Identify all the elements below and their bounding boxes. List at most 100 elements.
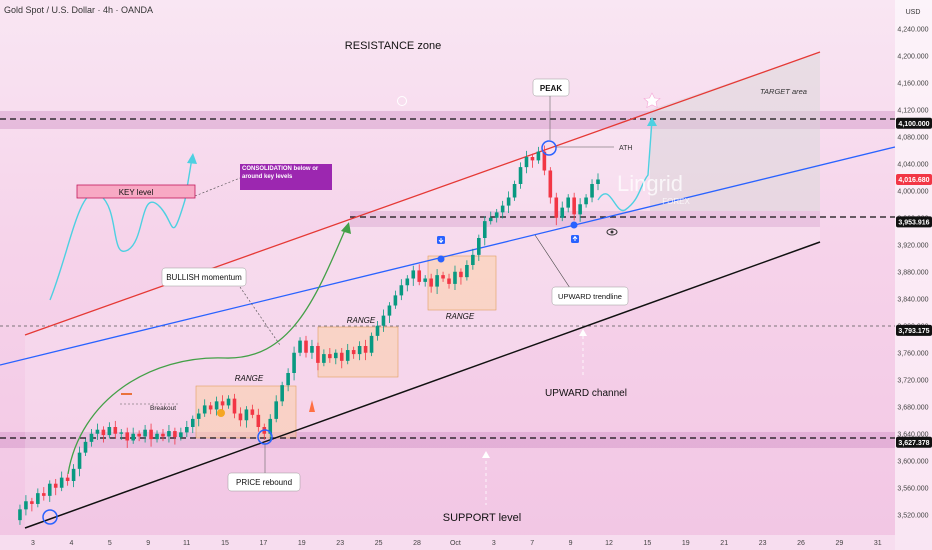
consolidation-wrapper: CONSOLIDATION below or around key levels: [242, 166, 318, 180]
time-axis-ticks: 3 4 5 9 11 15 17 19 23 25 28 Oct 3 7 9 12 15 19 21 23 26 29 31: [31, 540, 882, 547]
candle-body: [83, 441, 88, 453]
candle-body: [131, 433, 135, 441]
candle-body: [530, 157, 535, 161]
candle-body: [137, 433, 141, 437]
target-area-fill: [650, 52, 820, 211]
candle-body: [89, 433, 94, 442]
candle-body: [286, 373, 290, 386]
candle-body: [268, 418, 273, 434]
price-tag-box: [896, 173, 932, 185]
time-tick-label: 11: [183, 540, 190, 547]
resistance-zone-band: [0, 111, 895, 129]
candle-body: [453, 271, 457, 284]
price-tick-label: 4,000.000: [897, 188, 928, 195]
price-tick-label: 4,080.000: [897, 134, 928, 141]
candle-body: [536, 151, 541, 161]
candle-body: [185, 427, 189, 433]
chart-title: Gold Spot / U.S. Dollar · 4h · OANDA: [4, 5, 153, 15]
time-tick-label: 25: [375, 540, 383, 547]
time-tick-label: 9: [146, 540, 150, 547]
candle-body: [167, 431, 171, 437]
candle-body: [310, 346, 314, 353]
watermark-brand: Lingrid: [617, 171, 683, 196]
candle-body: [375, 325, 380, 336]
price-tag-box: [896, 436, 932, 448]
candle-body: [47, 483, 52, 496]
candle-body: [417, 270, 422, 282]
candle-body: [554, 197, 559, 218]
time-tick-label: 3: [492, 540, 496, 547]
candle-body: [441, 275, 445, 279]
candle-body: [161, 433, 165, 437]
price-tick-label: 3,760.000: [897, 350, 928, 357]
ath-label: ATH: [619, 145, 632, 152]
candle-body: [71, 468, 76, 481]
price-tick-label: 3,640.000: [897, 431, 928, 438]
candle-series: [18, 145, 600, 525]
price-rebound-box: [227, 472, 301, 492]
time-axis-panel: [0, 535, 895, 550]
candle-body: [351, 350, 356, 355]
price-axis-panel: [895, 0, 932, 550]
candle-body: [196, 413, 201, 419]
candle-body: [65, 477, 70, 481]
time-tick-label: 21: [720, 540, 728, 547]
candle-body: [244, 409, 249, 421]
target-label: TARGET area: [760, 87, 807, 96]
consolidation-box: [240, 164, 332, 190]
trendline-touch-dot-2: [570, 221, 578, 229]
time-tick-label: 17: [260, 540, 268, 547]
price-tag-label: 4,100.000: [898, 121, 929, 128]
channel-fill: [25, 52, 820, 528]
candle-body: [208, 405, 213, 410]
price-tick-label: 3,560.000: [897, 485, 928, 492]
candle-body: [143, 429, 147, 437]
candle-body: [274, 401, 279, 419]
key-level-box: [76, 184, 196, 199]
candle-body: [482, 221, 487, 238]
candle-body: [36, 493, 40, 504]
candle-body: [399, 285, 404, 296]
price-tick-label: 4,240.000: [897, 26, 928, 33]
price-tag-label: 3,953.916: [898, 219, 929, 226]
support-pointer-head: [482, 451, 490, 458]
price-tag-box: [896, 216, 932, 228]
candle-body: [220, 401, 225, 406]
upward-trendline-label: UPWARD trendline: [558, 292, 622, 301]
trendline-touch-dot-1: [437, 255, 445, 263]
time-tick-label: 12: [605, 540, 613, 547]
candle-body: [328, 354, 332, 359]
target-projection: [597, 119, 653, 212]
candle-body: [292, 352, 296, 373]
candle-body: [393, 295, 398, 306]
peak-marker: [541, 140, 557, 156]
candle-body: [18, 509, 22, 521]
time-tick-label: 29: [836, 540, 844, 547]
price-rebound-label: PRICE rebound: [236, 478, 292, 487]
candle-body: [149, 429, 153, 440]
candle-body: [53, 483, 58, 488]
price-tag-label: 3,627.378: [898, 440, 929, 447]
price-tag-box: [896, 324, 932, 336]
eye-pupil-icon: [610, 230, 614, 234]
candle-body: [524, 157, 529, 168]
upward-channel-label: UPWARD channel: [545, 388, 627, 399]
time-tick-label: 15: [221, 540, 229, 547]
candle-body: [179, 432, 183, 438]
candle-body: [298, 340, 302, 353]
time-tick-label: 4: [69, 540, 73, 547]
range-label-1: RANGE: [235, 374, 264, 383]
bullish-momentum-curve: [67, 229, 346, 475]
candle-body: [572, 197, 576, 215]
target-arrowhead: [647, 117, 657, 126]
candle-body: [190, 418, 195, 427]
support-label: SUPPORT level: [443, 512, 521, 524]
price-tick-label: 3,600.000: [897, 458, 928, 465]
candle-body: [304, 340, 308, 353]
price-tick-label: 3,680.000: [897, 404, 928, 411]
candle-body: [369, 335, 374, 353]
price-tag-box: [896, 117, 932, 129]
candle-body: [512, 184, 517, 198]
